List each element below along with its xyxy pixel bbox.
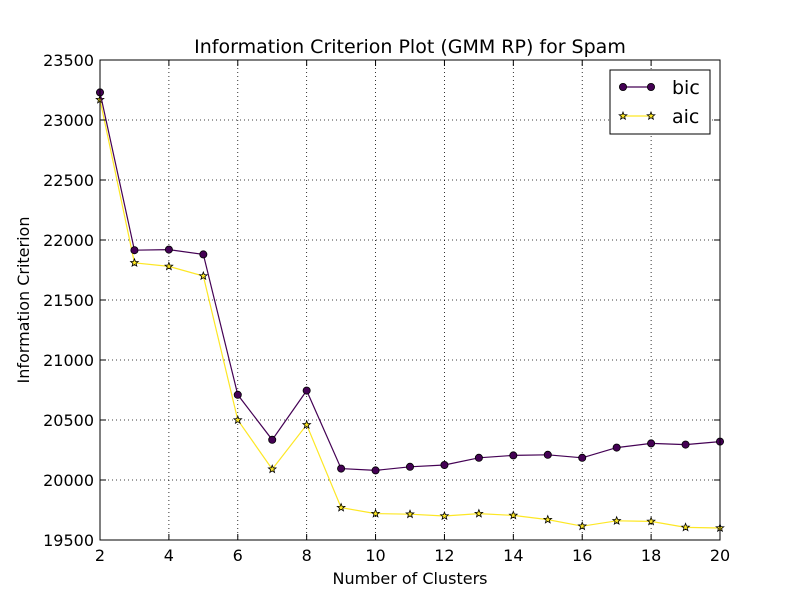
x-tick-label: 8 <box>302 546 312 565</box>
data-point-bic <box>268 435 277 444</box>
series-layer <box>95 88 725 533</box>
y-tick-label: 21000 <box>43 351 94 370</box>
x-axis-label: Number of Clusters <box>333 569 488 588</box>
data-point-bic <box>474 453 483 462</box>
chart-title: Information Criterion Plot (GMM RP) for … <box>194 36 626 58</box>
data-point-aic <box>542 514 553 524</box>
data-point-aic <box>370 508 381 518</box>
y-tick-label: 20500 <box>43 411 94 430</box>
x-tick-label: 16 <box>572 546 592 565</box>
data-point-aic <box>611 515 622 525</box>
data-point-aic <box>405 509 415 519</box>
x-tick-label: 4 <box>164 546 174 565</box>
data-point-aic <box>474 508 484 518</box>
data-point-bic <box>509 451 518 460</box>
x-tick-label: 10 <box>365 546 385 565</box>
y-tick-label: 22000 <box>43 231 94 250</box>
y-tick-label: 23000 <box>43 111 94 130</box>
data-point-bic <box>337 464 346 473</box>
x-tick-label: 14 <box>503 546 523 565</box>
series-bic <box>96 88 725 475</box>
data-point-aic <box>164 261 174 271</box>
x-tick-label: 2 <box>95 546 105 565</box>
series-aic <box>95 94 725 533</box>
y-tick-label: 22500 <box>43 171 94 190</box>
data-point-aic <box>577 521 588 531</box>
data-point-bic <box>578 453 587 462</box>
x-tick-label: 12 <box>434 546 454 565</box>
data-point-bic <box>199 250 208 259</box>
x-tick-label: 20 <box>710 546 730 565</box>
data-point-bic <box>681 440 690 449</box>
data-point-bic <box>371 466 380 475</box>
legend-label-aic: aic <box>672 106 699 128</box>
y-tick-label: 23500 <box>43 51 94 70</box>
data-point-aic <box>198 270 209 281</box>
y-tick-label: 21500 <box>43 291 94 310</box>
legend-marker-bic <box>647 83 656 92</box>
ticks: 2 4 6 8 10 12 14 16 18 20 19500 20000 20500 21000 2150… <box>43 51 730 565</box>
data-point-aic <box>129 257 140 267</box>
data-point-aic <box>267 464 278 474</box>
data-point-aic <box>439 510 450 521</box>
data-point-bic <box>543 450 552 459</box>
data-point-bic <box>440 460 449 469</box>
x-tick-label: 6 <box>233 546 243 565</box>
y-tick-label: 19500 <box>43 531 94 550</box>
data-point-aic <box>301 419 312 429</box>
y-axis-label: Information Criterion <box>14 217 33 384</box>
data-point-aic <box>680 522 691 532</box>
data-point-aic <box>508 510 519 520</box>
legend-marker-bic <box>619 83 628 92</box>
legend-label-bic: bic <box>672 77 700 99</box>
x-tick-label: 18 <box>641 546 661 565</box>
data-point-bic <box>405 462 414 471</box>
data-point-bic <box>130 246 139 255</box>
y-tick-label: 20000 <box>43 471 94 490</box>
data-point-bic <box>302 386 311 395</box>
data-point-bic <box>164 245 173 254</box>
legend: bic aic <box>609 69 711 135</box>
series-line-bic <box>99 92 721 472</box>
data-point-bic <box>233 390 242 399</box>
legend-marker-aic <box>618 110 628 121</box>
data-point-aic <box>336 502 346 512</box>
legend-box <box>609 69 711 135</box>
legend-marker-aic <box>646 110 656 121</box>
data-point-aic <box>646 516 656 526</box>
data-point-bic <box>647 439 656 448</box>
data-point-aic <box>232 414 243 425</box>
data-point-bic <box>612 443 621 452</box>
